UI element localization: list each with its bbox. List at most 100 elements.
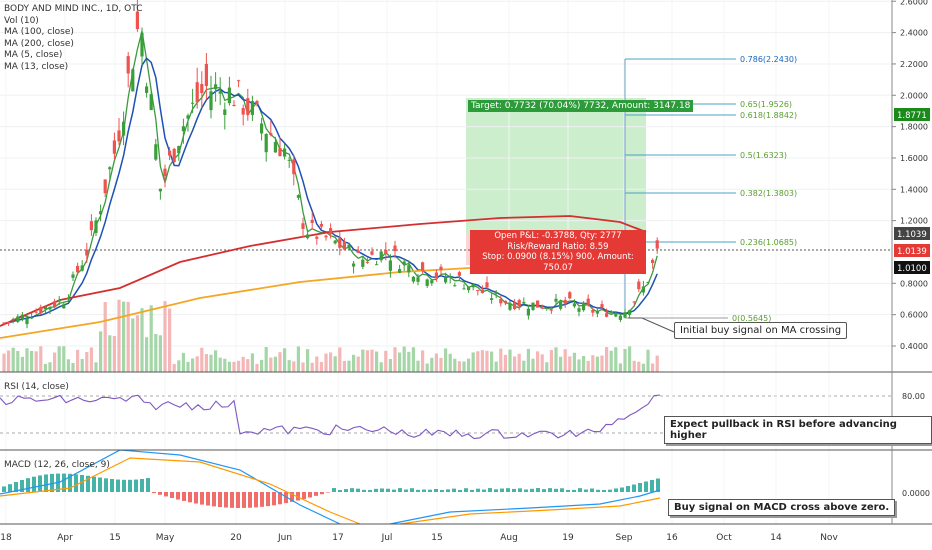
candle-body — [209, 91, 213, 111]
volume-bar — [273, 356, 277, 372]
price-tag-label: 1.1039 — [897, 230, 927, 240]
volume-bar — [16, 351, 20, 372]
volume-bar — [20, 356, 24, 372]
macd-histogram-bar — [2, 486, 6, 492]
candle-body — [287, 159, 291, 161]
target-label: Target: 0.7732 (70.04%) 7732, Amount: 31… — [468, 100, 694, 112]
volume-bar — [246, 359, 250, 372]
volume-bar — [85, 352, 89, 372]
macd-histogram-bar — [176, 492, 180, 500]
macd-histogram-bar — [560, 488, 564, 492]
price-tick-label: 2.2000 — [900, 60, 928, 69]
volume-bar — [476, 351, 480, 372]
candle-body — [246, 98, 250, 115]
candle-body — [333, 240, 337, 244]
candle-body — [398, 269, 402, 273]
volume-bar — [287, 360, 291, 372]
candle-body — [554, 298, 558, 302]
volume-bar — [554, 347, 558, 372]
volume-bar — [177, 360, 181, 372]
legend-ma5: MA (5, close) — [4, 50, 63, 60]
macd-histogram-bar — [548, 488, 552, 492]
candle-body — [651, 259, 655, 264]
candle-body — [646, 282, 650, 284]
price-tag-bg — [894, 227, 930, 240]
volume-bar — [158, 335, 162, 372]
volume-bar — [43, 363, 47, 372]
candle-body — [145, 86, 149, 93]
volume-bar — [536, 351, 540, 372]
volume-bar — [508, 349, 512, 372]
price-tick-label: 1.2000 — [900, 217, 928, 226]
volume-bar — [278, 352, 282, 372]
candle-body — [370, 251, 374, 255]
candle-body — [71, 274, 75, 278]
volume-bar — [237, 360, 241, 372]
candle-body — [324, 235, 328, 238]
macd-histogram-bar — [74, 474, 78, 492]
candle-body — [191, 102, 195, 104]
macd-histogram-bar — [638, 483, 642, 492]
rsi-line — [0, 394, 661, 440]
volume-bar — [99, 331, 103, 372]
macd-histogram-bar — [26, 478, 30, 492]
volume-bar — [430, 357, 434, 372]
volume-bar — [572, 352, 576, 372]
candle-body — [140, 32, 144, 57]
volume-bar — [545, 362, 549, 372]
volume-bar — [393, 347, 397, 372]
macd-histogram-bar — [458, 489, 462, 492]
volume-bar — [352, 354, 356, 372]
macd-histogram-bar — [20, 480, 24, 492]
candle-body — [536, 300, 540, 308]
candle-body — [218, 91, 222, 94]
volume-bar — [66, 359, 70, 372]
macd-histogram-bar — [278, 492, 282, 505]
signal-line — [399, 497, 661, 525]
volume-bar — [39, 346, 43, 372]
volume-bar — [628, 346, 632, 372]
candle-body — [595, 310, 599, 314]
volume-bar — [76, 349, 80, 372]
candle-body — [416, 277, 420, 282]
candle-body — [232, 104, 236, 107]
candle-body — [641, 286, 645, 293]
target-zone — [466, 98, 646, 233]
macd-histogram-bar — [146, 478, 150, 492]
x-tick-label: 20 — [230, 533, 242, 543]
volume-bar — [379, 362, 383, 372]
volume-bar — [241, 356, 245, 372]
volume-bar — [494, 361, 498, 372]
macd-histogram-bar — [590, 488, 594, 492]
macd-histogram-bar — [434, 488, 438, 492]
x-tick-label: Oct — [716, 533, 732, 543]
candle-body — [7, 322, 11, 324]
volume-bar — [301, 362, 305, 372]
macd-histogram-bar — [152, 492, 156, 494]
candle-body — [283, 148, 287, 157]
volume-bar — [356, 356, 360, 372]
volume-bar — [375, 351, 379, 372]
candle-body — [365, 261, 369, 263]
macd-histogram-bar — [386, 488, 390, 492]
volume-bar — [365, 350, 369, 372]
note-rsi-pullback: Expect pullback in RSI before advancing … — [664, 416, 932, 444]
candle-body — [158, 188, 162, 192]
macd-histogram-bar — [62, 473, 66, 492]
volume-bar — [140, 308, 144, 372]
volume-bar — [112, 336, 116, 372]
macd-histogram-bar — [398, 488, 402, 492]
candle-body — [480, 289, 484, 294]
volume-bar — [260, 359, 264, 372]
volume-bar — [421, 350, 425, 372]
macd-histogram-bar — [584, 489, 588, 492]
price-tick-label: 2.6000 — [900, 0, 928, 6]
candle-body — [315, 236, 319, 239]
volume-bar — [651, 363, 655, 372]
macd-pane — [0, 449, 661, 525]
macd-histogram-bar — [290, 492, 294, 502]
macd-histogram-bar — [644, 481, 648, 492]
volume-bar — [531, 358, 535, 372]
macd-histogram-bar — [32, 476, 36, 492]
